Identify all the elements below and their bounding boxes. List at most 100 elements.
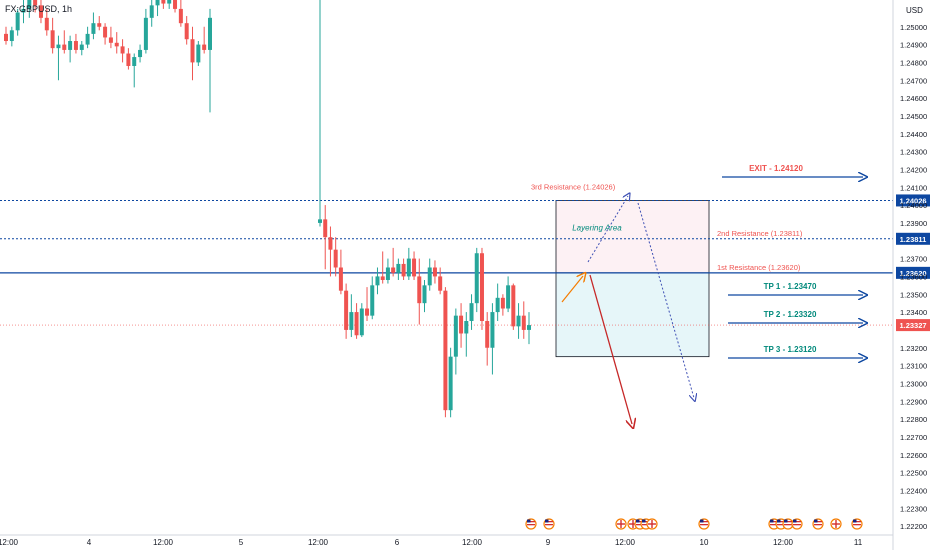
candle-body	[344, 290, 349, 330]
y-tick-label: 1.23100	[900, 362, 927, 371]
candle-body	[15, 12, 20, 31]
candle-body	[323, 219, 328, 238]
y-tick-label: 1.22500	[900, 469, 927, 478]
candle-body	[328, 237, 333, 250]
y-tick-label: 1.22400	[900, 486, 927, 495]
candle-body	[73, 41, 78, 50]
dotted-down-arrow	[637, 202, 694, 398]
price-tag-text: 1.23620	[899, 269, 926, 278]
candle-body	[438, 276, 443, 291]
candle-body	[155, 0, 160, 6]
arrows: EXIT - 1.24120 TP 1 - 1.23470 TP 2 - 1.233…	[561, 164, 863, 424]
dotted-up-arrow	[587, 196, 628, 263]
x-tick-label: 12:00	[153, 538, 174, 547]
y-tick-label: 1.24200	[900, 165, 927, 174]
target-zone	[555, 272, 710, 358]
candle-body	[114, 42, 119, 47]
candle-body	[412, 258, 417, 277]
candle-body	[349, 312, 354, 330]
candle-body	[370, 285, 375, 316]
candle-body	[354, 312, 359, 336]
resistance-label: 3rd Resistance (1.24026)	[531, 182, 616, 191]
candle-body	[196, 44, 201, 63]
event-flag-icon	[615, 518, 627, 530]
candle-body	[427, 267, 432, 286]
candle-body	[359, 308, 364, 336]
candle-body	[380, 276, 385, 280]
y-tick-label: 1.24500	[900, 112, 927, 121]
x-tick-label: 11	[854, 538, 863, 547]
event-flag-icon	[543, 518, 555, 530]
candle-body	[448, 356, 453, 411]
candle-body	[464, 321, 469, 334]
y-tick-label: 1.22900	[900, 397, 927, 406]
y-tick-label: 1.22600	[900, 451, 927, 460]
event-flag-icon	[646, 518, 658, 530]
candle-body	[50, 30, 55, 49]
candle-body	[474, 253, 479, 304]
candle-body	[506, 285, 511, 309]
candle-body	[126, 53, 131, 66]
resistance-label: 1st Resistance (1.23620)	[717, 263, 801, 272]
zones: Layering Area	[555, 200, 710, 358]
candle-body	[56, 44, 61, 49]
candle-body	[490, 312, 495, 348]
event-flag-icon	[782, 518, 794, 530]
x-tick-label: 12:00	[773, 538, 794, 547]
candle-body	[453, 315, 458, 357]
current-price-box	[896, 319, 930, 332]
event-flag-icon	[830, 518, 842, 530]
candle-body	[459, 315, 464, 334]
y-tick-label: 1.25000	[900, 23, 927, 32]
candle-body	[417, 276, 422, 304]
candle-body	[511, 285, 516, 327]
x-tick-label: 12:00	[462, 538, 483, 547]
candle-body	[406, 258, 411, 277]
orange-arrow	[561, 276, 583, 303]
candle-body	[202, 44, 207, 50]
candle-body	[33, 0, 38, 6]
resistance-label: 2nd Resistance (1.23811)	[717, 229, 803, 238]
candle-body	[521, 315, 526, 330]
candle-body	[516, 315, 521, 327]
candle-body	[396, 263, 401, 273]
candle-body	[391, 267, 396, 273]
layering-area-label: Layering Area	[572, 223, 622, 232]
candle-body	[167, 0, 172, 4]
y-tick-label: 1.24800	[900, 58, 927, 67]
y-tick-label: 1.23400	[900, 308, 927, 317]
candle-body	[178, 8, 183, 24]
y-tick-label: 1.22300	[900, 504, 927, 513]
x-tick-label: 6	[395, 538, 400, 547]
candle-body	[318, 219, 322, 223]
candle-body	[338, 267, 343, 291]
y-tick-label: 1.23500	[900, 290, 927, 299]
x-tick-label: 9	[546, 538, 551, 547]
y-tick-label: 1.24300	[900, 148, 927, 157]
target-label: TP 3 - 1.23120	[764, 345, 817, 354]
target-label: TP 2 - 1.23320	[764, 310, 817, 319]
candle-body	[365, 308, 370, 316]
candle-body	[27, 0, 32, 9]
red-arrow	[589, 274, 632, 424]
candle-body	[443, 290, 448, 411]
candle-body	[138, 49, 143, 58]
candle-body	[479, 253, 484, 321]
candle-body	[62, 44, 67, 50]
price-tag-box	[896, 266, 930, 279]
candle-body	[422, 285, 427, 304]
candle-body	[184, 23, 189, 40]
candle-body	[333, 249, 338, 268]
price-tag-text: 1.23811	[900, 235, 927, 244]
y-tick-label: 1.22200	[900, 522, 927, 531]
layering-zone	[555, 200, 710, 274]
price-tag-box	[896, 194, 930, 207]
y-tick-label: 1.23200	[900, 344, 927, 353]
y-tick-label: 1.23700	[900, 255, 927, 264]
candle-body	[143, 17, 148, 50]
current-price-text: 1.23327	[899, 321, 926, 330]
target-label: EXIT - 1.24120	[749, 164, 803, 173]
y-tick-label: 1.22800	[900, 415, 927, 424]
